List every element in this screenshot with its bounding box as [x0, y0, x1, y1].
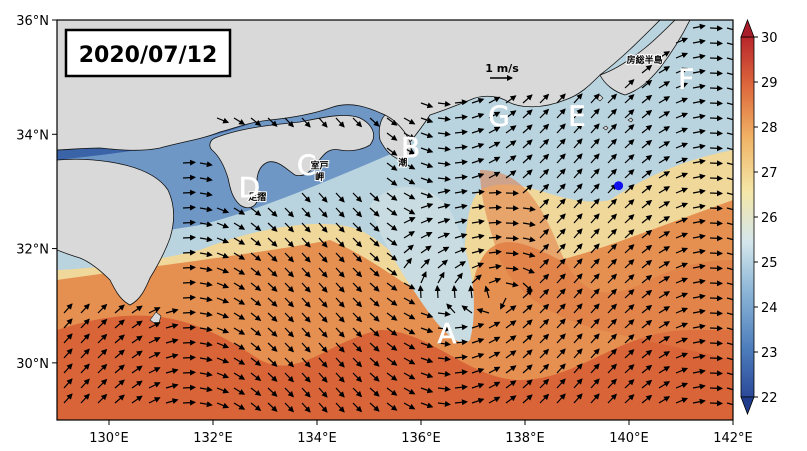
lon-tick-label: 130°E — [89, 431, 129, 446]
point-label-f: F — [678, 63, 694, 96]
place-label: 岬 — [315, 171, 324, 183]
current-arrow — [183, 207, 195, 208]
lon-tick-label: 134°E — [297, 431, 337, 446]
lon-tick-label: 138°E — [505, 431, 545, 446]
date-label: 2020/07/12 — [79, 43, 218, 68]
lat-tick-label: 36°N — [16, 14, 49, 29]
colorbar-tick-label: 26 — [761, 211, 778, 226]
date-box: 2020/07/12 — [66, 30, 230, 76]
current-arrow — [183, 282, 195, 283]
place-label: 房総半島 — [627, 54, 663, 66]
current-arrow — [183, 402, 195, 403]
current-arrow — [183, 312, 195, 313]
current-arrow — [489, 207, 501, 208]
lon-tick-label: 140°E — [609, 431, 649, 446]
point-label-e: E — [568, 100, 586, 133]
lat-tick-label: 30°N — [16, 357, 49, 372]
current-arrow — [183, 267, 195, 268]
current-arrow — [183, 297, 195, 298]
current-arrow — [183, 327, 195, 328]
colorbar: 22 23 24 25 26 27 28 29 30 — [741, 20, 778, 414]
current-arrow — [183, 177, 195, 178]
current-arrow — [183, 192, 195, 193]
station-marker-layer — [614, 181, 623, 190]
current-arrow — [183, 372, 195, 373]
colorbar-tick-label: 23 — [761, 346, 778, 361]
colorbar-tick-label: 28 — [761, 121, 778, 136]
current-arrow — [437, 286, 438, 298]
station-marker — [614, 181, 623, 190]
colorbar-ticks: 22 23 24 25 26 27 28 29 30 — [754, 31, 778, 406]
point-label-a: A — [437, 317, 456, 350]
colorbar-max-extend — [741, 20, 754, 37]
colorbar-tick-label: 25 — [761, 256, 778, 271]
colorbar-tick-label: 24 — [761, 301, 778, 316]
point-label-d: D — [239, 171, 261, 204]
colorbar-tick-label: 27 — [761, 166, 778, 181]
current-arrow — [489, 192, 501, 193]
point-label-c: C — [297, 148, 317, 181]
lon-tick-label: 132°E — [193, 431, 233, 446]
colorbar-tick-label: 30 — [761, 31, 778, 46]
current-arrow — [506, 238, 518, 239]
lon-tick-label: 136°E — [401, 431, 441, 446]
colorbar-gradient — [741, 37, 754, 397]
current-arrow — [183, 222, 195, 223]
lat-tick-label: 34°N — [16, 128, 49, 143]
colorbar-tick-label: 22 — [761, 391, 778, 406]
point-label-b: B — [401, 131, 420, 164]
current-arrow — [420, 286, 421, 298]
current-arrow — [183, 252, 195, 253]
current-arrow — [506, 253, 518, 254]
lat-tick-label: 32°N — [16, 243, 49, 258]
current-arrow — [183, 237, 195, 238]
current-arrow — [183, 387, 195, 388]
colorbar-tick-label: 29 — [761, 76, 778, 91]
current-arrow — [489, 222, 501, 223]
current-arrow — [183, 162, 195, 163]
scale-label: 1 m/s — [485, 62, 519, 75]
point-label-g: G — [488, 100, 510, 133]
lon-tick-label: 142°E — [713, 431, 753, 446]
colorbar-min-extend — [741, 397, 754, 414]
current-arrow — [183, 342, 195, 343]
current-arrow — [183, 357, 195, 358]
